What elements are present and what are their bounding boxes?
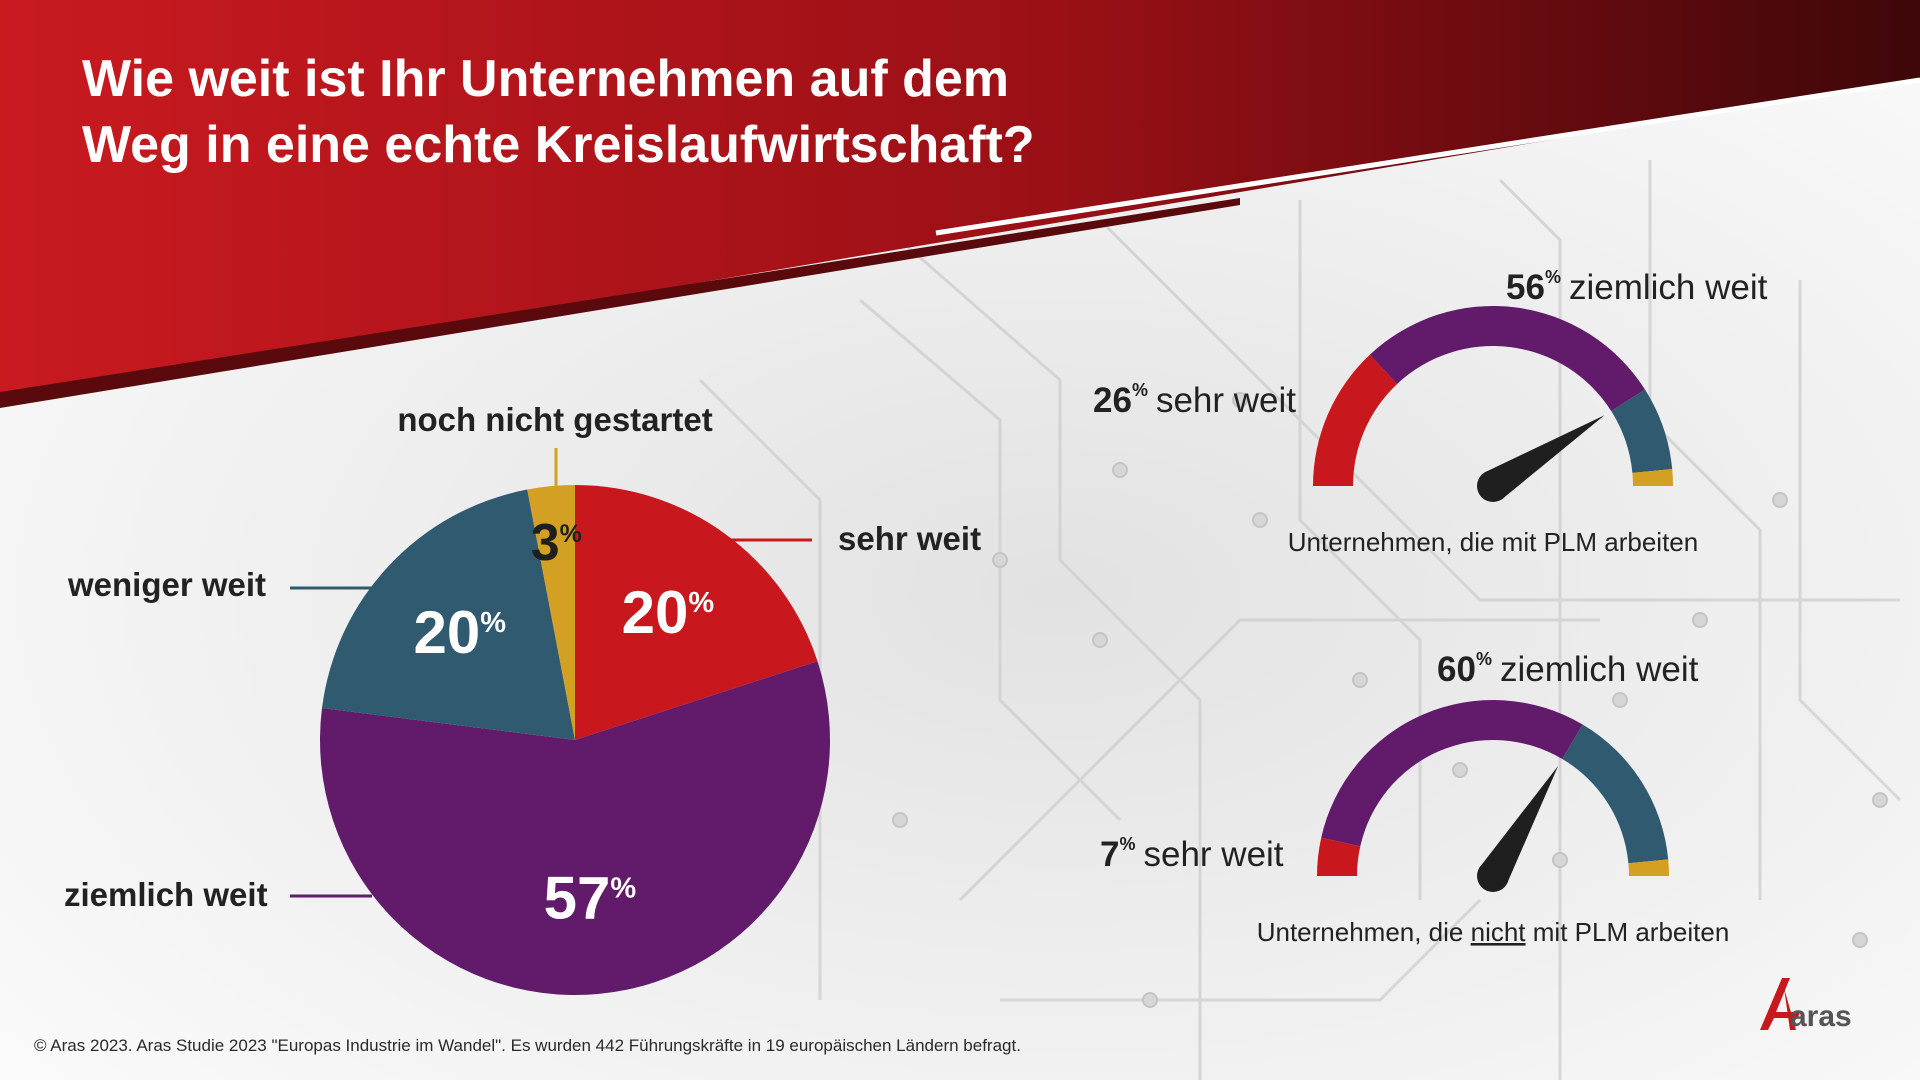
circuit-background xyxy=(698,160,1902,1080)
gauge-plm-ziemlich-weit-unit: % xyxy=(1545,267,1561,287)
title-line-1: Wie weit ist Ihr Unternehmen auf dem xyxy=(82,50,1010,108)
gauge-plm-label-ziemlich-weit: 56% ziemlich weit xyxy=(1506,267,1768,307)
gauge-no-plm-ziemlich-weit-value: 60 xyxy=(1437,650,1476,689)
gauge-plm: 26% sehr weit 56% ziemlich weit Unternehme… xyxy=(1093,267,1768,557)
gauge-plm-sehr-weit-unit: % xyxy=(1132,380,1148,400)
gauge-no-plm-sehr-weit-value: 7 xyxy=(1100,835,1119,874)
pie-label-sehr-weit: sehr weit xyxy=(838,520,981,557)
gauge-plm-sehr-weit-value: 26 xyxy=(1093,381,1132,420)
pie-slice-noch-nicht xyxy=(527,485,575,740)
gauge-no-plm-label-ziemlich-weit: 60% ziemlich weit xyxy=(1437,649,1699,689)
gauge-plm-caption: Unternehmen, die mit PLM arbeiten xyxy=(1288,527,1698,557)
gauge-no-plm-caption-underlined: nicht xyxy=(1471,917,1527,947)
gauge-no-plm-needle-hub xyxy=(1477,860,1509,892)
gauge-no-plm-arc-noch-nicht xyxy=(1628,859,1669,876)
pie-slice-sehr-weit xyxy=(575,485,818,740)
aras-logo-text: aras xyxy=(1790,1000,1852,1033)
gauge-no-plm-arc-weniger-weit xyxy=(1562,724,1669,864)
gauge-plm-ziemlich-weit-text: ziemlich weit xyxy=(1569,268,1768,307)
pie-value-unit: % xyxy=(560,520,582,548)
gauge-no-plm-caption: Unternehmen, die nicht mit PLM arbeiten xyxy=(1257,917,1730,947)
gauge-no-plm-needle xyxy=(1479,765,1559,885)
pie-slice-weniger-weit xyxy=(322,489,575,740)
gauge-no-plm-ziemlich-weit-unit: % xyxy=(1476,649,1492,669)
gauge-no-plm-label-sehr-weit: 7% sehr weit xyxy=(1100,834,1284,874)
aras-logo-icon xyxy=(1760,978,1800,1030)
gauge-plm-needle-hub xyxy=(1477,470,1509,502)
gauge-plm-arc-noch-nicht xyxy=(1632,469,1673,486)
gauge-no-plm-arc-sehr-weit xyxy=(1317,837,1361,876)
gauge-plm-ziemlich-weit-value: 56 xyxy=(1506,268,1545,307)
pie-slice-ziemlich-weit xyxy=(319,661,830,995)
circuit-dots xyxy=(892,392,1888,1008)
pie-label-noch-nicht: noch nicht gestartet xyxy=(397,401,712,438)
gauge-no-plm-ziemlich-weit-text: ziemlich weit xyxy=(1500,650,1699,689)
pie-chart: 20%57%20%3% sehr weit weniger weit zieml… xyxy=(64,401,981,995)
pie-label-weniger-weit: weniger weit xyxy=(67,566,266,603)
header-banner xyxy=(0,0,1920,400)
gauge-plm-arc-weniger-weit xyxy=(1611,389,1673,473)
title-line-2: Weg in eine echte Kreislaufwirtschaft? xyxy=(82,116,1035,174)
gauge-plm-sehr-weit-text: sehr weit xyxy=(1156,381,1296,420)
pie-value-unit: % xyxy=(480,607,506,639)
page-title: Wie weit ist Ihr Unternehmen auf dem Weg… xyxy=(82,46,1082,178)
gauge-no-plm-caption-before: Unternehmen, die xyxy=(1257,917,1471,947)
header-dark-stripe xyxy=(0,198,1240,408)
gauge-plm-arc-sehr-weit xyxy=(1313,354,1398,486)
gauge-plm-needle xyxy=(1484,415,1605,500)
footnote: © Aras 2023. Aras Studie 2023 "Europas I… xyxy=(34,1036,1021,1055)
gauge-plm-arc-ziemlich-weit xyxy=(1369,306,1645,411)
gauge-no-plm-arc-ziemlich-weit xyxy=(1321,699,1583,847)
gauge-no-plm-sehr-weit-text: sehr weit xyxy=(1143,835,1283,874)
gauge-no-plm: 7% sehr weit 60% ziemlich weit Unternehmen… xyxy=(1100,649,1729,947)
header-white-line xyxy=(935,77,1920,236)
pie-label-ziemlich-weit: ziemlich weit xyxy=(64,876,268,913)
pie-value-unit: % xyxy=(688,587,714,619)
pie-value-unit: % xyxy=(610,872,636,904)
gauge-no-plm-caption-after: mit PLM arbeiten xyxy=(1526,917,1730,947)
gauge-no-plm-sehr-weit-unit: % xyxy=(1119,834,1135,854)
gauge-plm-label-sehr-weit: 26% sehr weit xyxy=(1093,380,1296,420)
